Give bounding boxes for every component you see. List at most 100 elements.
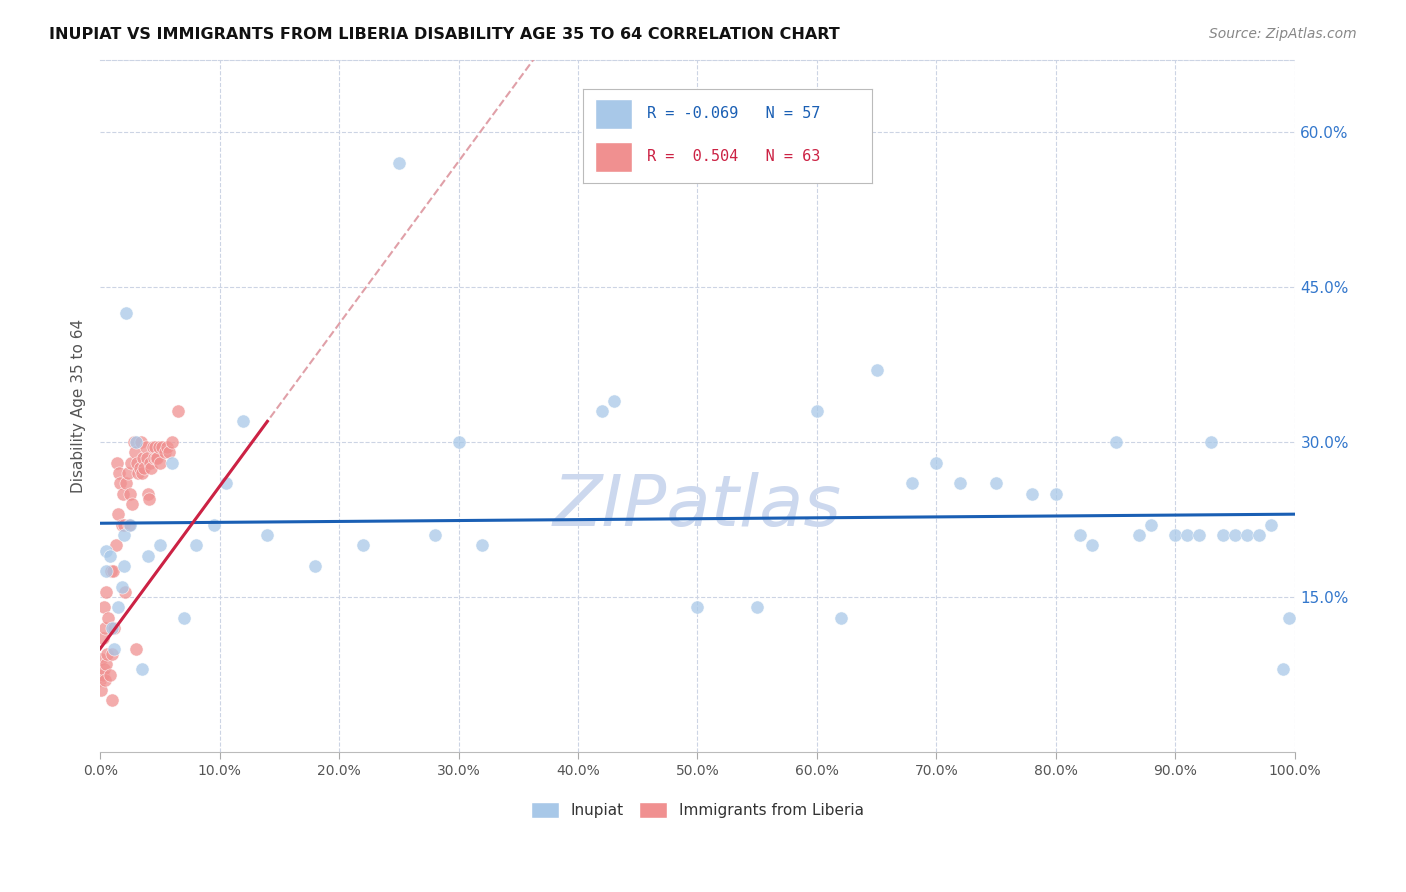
Point: [122, 435, 145, 450]
Legend: Inupiat, Immigrants from Liberia: Inupiat, Immigrants from Liberia: [524, 796, 870, 824]
Point: [1175, 528, 1198, 542]
Point: [127, 456, 149, 470]
Point: [91, 632, 114, 646]
Point: [94, 621, 117, 635]
Point: [184, 538, 207, 552]
Point: [94, 585, 117, 599]
Point: [110, 476, 132, 491]
Point: [94, 564, 117, 578]
Point: [141, 461, 163, 475]
Point: [157, 445, 180, 459]
Point: [949, 476, 972, 491]
Point: [93, 662, 115, 676]
Point: [149, 538, 172, 552]
Point: [686, 600, 709, 615]
Point: [108, 466, 131, 480]
Point: [1247, 528, 1270, 542]
Point: [125, 641, 148, 656]
Point: [118, 487, 141, 501]
Point: [117, 466, 139, 480]
Point: [104, 538, 127, 552]
Point: [135, 450, 157, 465]
Point: [127, 466, 149, 480]
Point: [1104, 435, 1126, 450]
Point: [304, 559, 326, 574]
Point: [1080, 538, 1102, 552]
Point: [121, 497, 143, 511]
Point: [232, 414, 254, 428]
Point: [1278, 611, 1301, 625]
Point: [100, 564, 122, 578]
Point: [156, 440, 179, 454]
Point: [830, 611, 852, 625]
Point: [118, 517, 141, 532]
Point: [112, 517, 135, 532]
Bar: [595, 98, 633, 128]
Point: [1236, 528, 1258, 542]
Point: [118, 517, 141, 532]
Text: R =  0.504   N = 63: R = 0.504 N = 63: [647, 149, 820, 164]
Point: [603, 393, 626, 408]
Point: [142, 450, 165, 465]
Point: [103, 564, 125, 578]
Point: [925, 456, 948, 470]
Text: INUPIAT VS IMMIGRANTS FROM LIBERIA DISABILITY AGE 35 TO 64 CORRELATION CHART: INUPIAT VS IMMIGRANTS FROM LIBERIA DISAB…: [49, 27, 839, 42]
Point: [806, 404, 828, 418]
Point: [136, 549, 159, 563]
Point: [984, 476, 1007, 491]
Point: [101, 647, 124, 661]
Point: [134, 461, 156, 475]
Point: [143, 440, 166, 454]
Point: [1021, 487, 1043, 501]
Point: [93, 600, 115, 615]
Point: [149, 456, 172, 470]
Point: [90, 683, 112, 698]
Point: [1188, 528, 1211, 542]
Point: [112, 528, 135, 542]
Point: [1045, 487, 1067, 501]
Point: [89, 673, 111, 687]
Point: [98, 667, 121, 681]
Point: [1223, 528, 1246, 542]
Point: [591, 404, 613, 418]
Point: [142, 440, 165, 454]
Point: [1271, 662, 1294, 676]
Text: R = -0.069   N = 57: R = -0.069 N = 57: [647, 106, 820, 121]
Point: [111, 580, 134, 594]
Point: [120, 456, 142, 470]
Point: [1140, 517, 1163, 532]
Point: [145, 450, 167, 465]
Point: [96, 647, 118, 661]
Point: [101, 693, 124, 707]
Point: [202, 517, 225, 532]
Point: [90, 652, 112, 666]
Point: [94, 673, 117, 687]
Point: [139, 456, 162, 470]
Point: [160, 435, 183, 450]
Point: [1128, 528, 1150, 542]
Point: [160, 456, 183, 470]
Point: [1199, 435, 1222, 450]
Point: [136, 487, 159, 501]
Point: [94, 543, 117, 558]
Point: [150, 440, 173, 454]
Point: [747, 600, 769, 615]
Point: [1260, 517, 1282, 532]
Point: [138, 491, 160, 506]
Point: [103, 621, 125, 635]
Point: [388, 156, 411, 170]
Point: [423, 528, 446, 542]
Point: [115, 476, 138, 491]
Point: [148, 440, 170, 454]
Text: ZIPatlas: ZIPatlas: [553, 472, 842, 541]
Bar: [595, 142, 633, 171]
Point: [103, 641, 125, 656]
Point: [97, 611, 120, 625]
Point: [125, 435, 148, 450]
Point: [128, 461, 150, 475]
Point: [101, 621, 124, 635]
Y-axis label: Disability Age 35 to 64: Disability Age 35 to 64: [72, 318, 86, 493]
Point: [91, 667, 114, 681]
Point: [94, 657, 117, 672]
Point: [866, 362, 889, 376]
